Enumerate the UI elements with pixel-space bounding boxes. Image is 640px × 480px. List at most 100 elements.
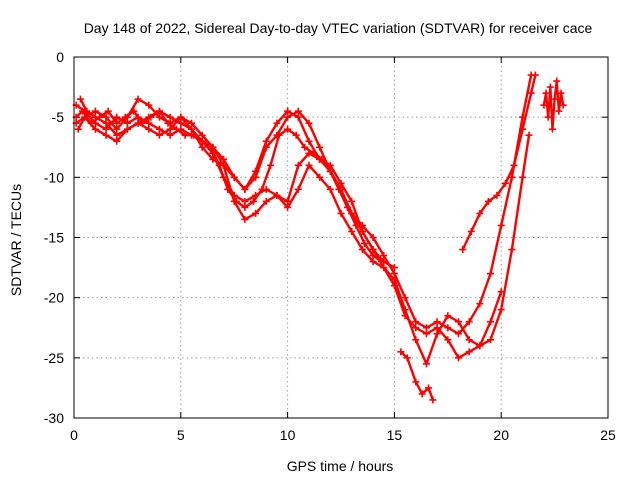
x-tick-label: 20	[493, 427, 509, 443]
data-point	[224, 185, 232, 193]
data-point	[429, 396, 437, 404]
data-point	[249, 197, 257, 205]
x-tick-label: 15	[387, 427, 403, 443]
data-point	[113, 137, 121, 145]
data-point	[369, 246, 377, 254]
data-point	[284, 113, 292, 121]
series-track-3	[74, 95, 533, 362]
x-axis-label: GPS time / hours	[287, 458, 394, 474]
chart-title: Day 148 of 2022, Sidereal Day-to-day VTE…	[84, 20, 593, 36]
data-point	[433, 330, 441, 338]
data-point	[412, 336, 420, 344]
data-point	[487, 318, 495, 326]
y-axis-label: SDTVAR / TECUs	[8, 184, 24, 296]
data-point	[284, 125, 292, 133]
data-point	[187, 119, 195, 127]
data-point	[425, 384, 433, 392]
data-point	[123, 125, 131, 133]
data-point	[76, 95, 84, 103]
x-tick-label: 0	[70, 427, 78, 443]
data-point	[390, 264, 398, 272]
y-tick-label: -5	[52, 109, 65, 125]
data-point	[493, 191, 501, 199]
data-point	[454, 354, 462, 362]
data-point	[343, 203, 351, 211]
data-point	[102, 131, 110, 139]
data-point	[487, 336, 495, 344]
data-point	[134, 95, 142, 103]
y-tick-label: -25	[44, 350, 64, 366]
data-point	[155, 107, 163, 115]
data-point	[527, 89, 535, 97]
data-point	[305, 119, 313, 127]
data-point	[102, 119, 110, 127]
data-point	[275, 131, 283, 139]
tick-labels: 0 5 10 15 20 25 0 -5 -10 -15 -20 -25 -30	[44, 49, 616, 443]
data-point	[230, 173, 238, 181]
data-point	[155, 113, 163, 121]
data-point	[422, 330, 430, 338]
x-tick-label: 10	[280, 427, 296, 443]
data-point	[348, 227, 356, 235]
data-point	[102, 125, 110, 133]
y-tick-label: -20	[44, 290, 64, 306]
data-point	[412, 378, 420, 386]
data-point	[487, 270, 495, 278]
data-series	[72, 71, 567, 404]
y-tick-label: 0	[56, 49, 64, 65]
data-point	[267, 161, 275, 169]
data-point	[241, 197, 249, 205]
data-point	[525, 131, 533, 139]
series-line	[74, 73, 533, 335]
data-point	[467, 227, 475, 235]
data-point	[273, 191, 281, 199]
data-point	[542, 89, 550, 97]
data-point	[113, 119, 121, 127]
x-tick-label: 25	[600, 427, 616, 443]
data-point	[96, 113, 104, 121]
data-point	[104, 107, 112, 115]
data-point	[422, 324, 430, 332]
data-point	[198, 137, 206, 145]
data-point	[454, 330, 462, 338]
data-point	[294, 113, 302, 121]
data-point	[454, 318, 462, 326]
data-point	[546, 83, 554, 91]
data-point	[412, 318, 420, 326]
data-point	[241, 185, 249, 193]
data-point	[316, 173, 324, 181]
data-point	[557, 89, 565, 97]
data-point	[476, 300, 484, 308]
data-point	[166, 113, 174, 121]
data-point	[177, 113, 185, 121]
data-point	[559, 101, 567, 109]
data-point	[207, 143, 215, 151]
series-track-6	[397, 348, 437, 404]
data-point	[166, 131, 174, 139]
data-point	[555, 107, 563, 115]
data-point	[335, 185, 343, 193]
data-point	[79, 107, 87, 115]
data-point	[326, 185, 334, 193]
y-tick-label: -15	[44, 230, 64, 246]
data-point	[91, 107, 99, 115]
data-point	[501, 179, 509, 187]
data-point	[273, 119, 281, 127]
data-point	[232, 197, 240, 205]
data-point	[444, 336, 452, 344]
data-point	[301, 143, 309, 151]
data-point	[418, 390, 426, 398]
series-track-7	[459, 71, 539, 254]
data-point	[510, 161, 518, 169]
data-point	[497, 306, 505, 314]
data-point	[401, 312, 409, 320]
data-point	[412, 324, 420, 332]
data-point	[292, 131, 300, 139]
data-point	[403, 354, 411, 362]
data-point	[369, 252, 377, 260]
x-tick-label: 5	[177, 427, 185, 443]
data-point	[113, 125, 121, 133]
gridlines	[74, 57, 608, 418]
data-point	[87, 119, 95, 127]
